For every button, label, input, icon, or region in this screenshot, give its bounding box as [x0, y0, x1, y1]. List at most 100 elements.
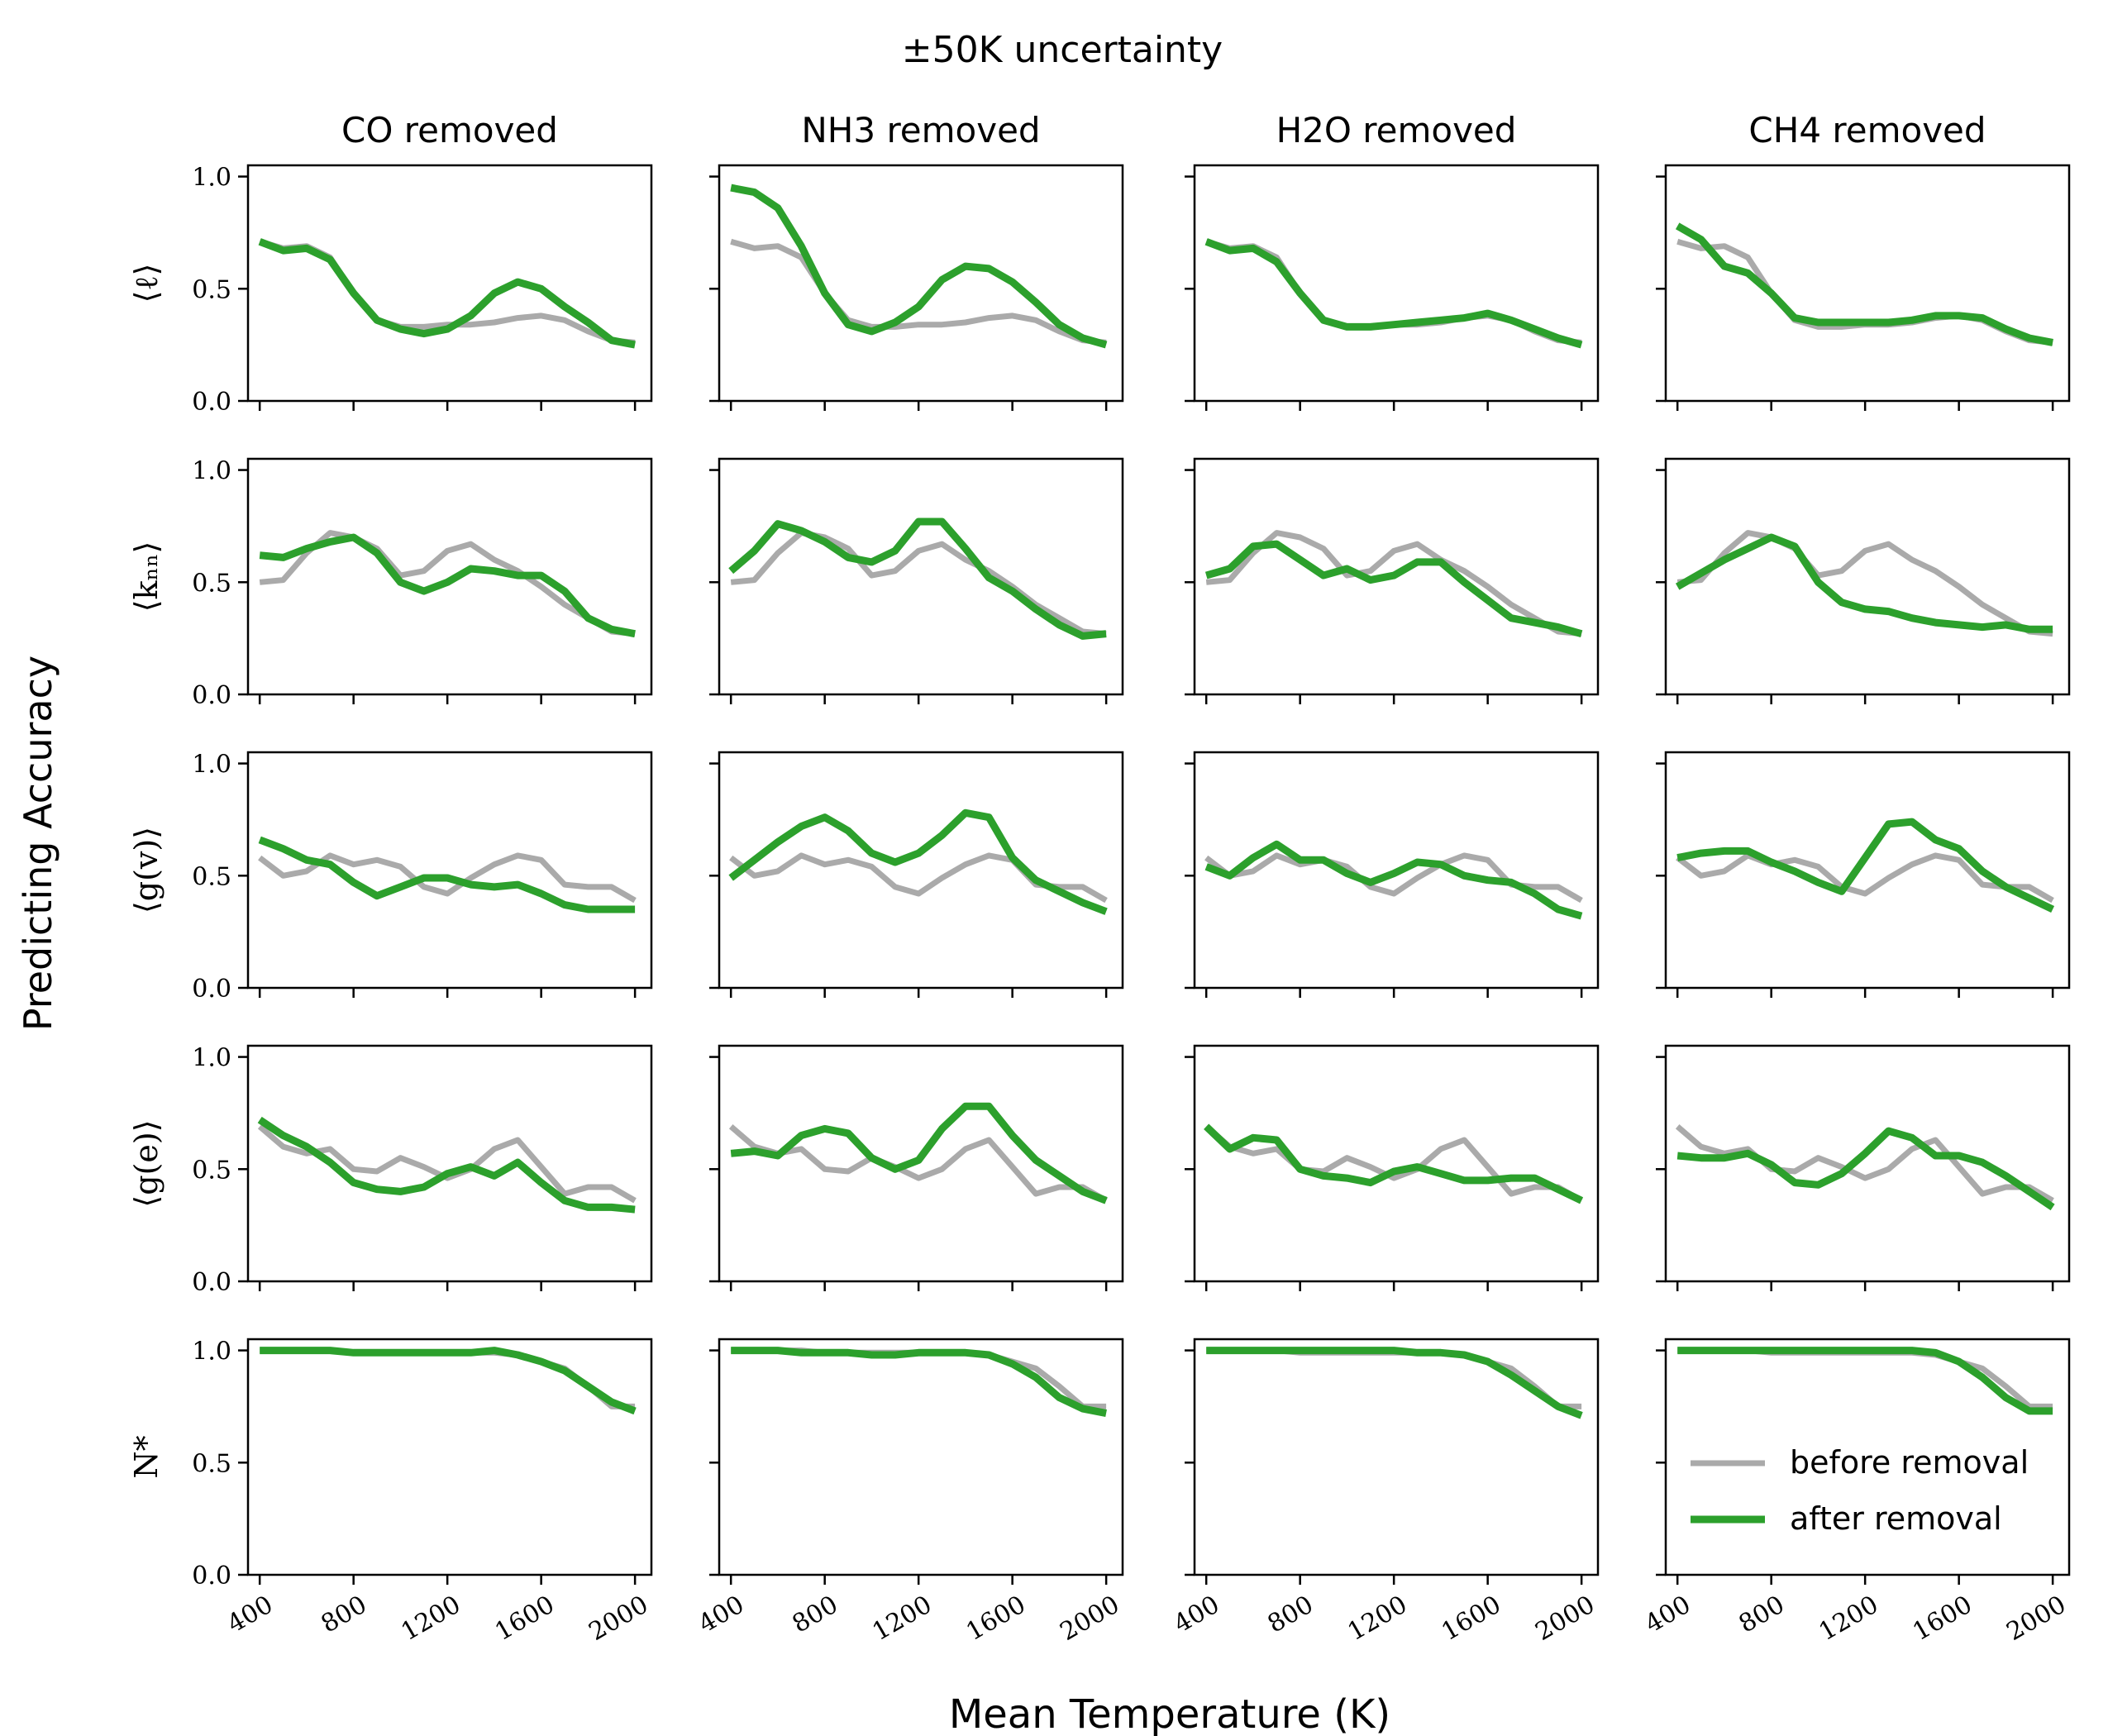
series-line-before-removal [730, 238, 1107, 346]
panel-frame [246, 164, 653, 403]
panel [1185, 751, 1600, 998]
series-line-after-removal [258, 238, 636, 349]
series-line-before-removal [1204, 1124, 1583, 1204]
x-tick-label: 1600 [1437, 1591, 1506, 1647]
y-tick-label: 0.5 [192, 275, 231, 304]
y-tick-label: 0.0 [192, 975, 231, 1004]
panel: 0.0 0.5 1.0 ⟨g(v)⟩ [128, 751, 653, 1004]
series-line-before-removal [728, 1124, 1108, 1204]
panel-frame [1664, 457, 2071, 696]
panel: NH3 removed [709, 110, 1124, 411]
panel: 400 800 1200 1600 2000 [694, 1338, 1124, 1647]
panel-frame [246, 1338, 653, 1576]
x-tick-label: 2000 [2002, 1591, 2072, 1647]
figure-suptitle: ±50K uncertainty [902, 29, 1223, 71]
panel-frame [1193, 457, 1600, 696]
x-tick-label: 800 [788, 1591, 843, 1639]
y-tick-label: 0.0 [192, 1562, 231, 1591]
y-tick-label: 1.0 [192, 164, 231, 193]
panel [1656, 457, 2071, 704]
panel [709, 1044, 1124, 1291]
series-line-after-removal [728, 808, 1108, 915]
panel-frame [1664, 751, 2071, 990]
y-tick-label: 0.5 [192, 569, 231, 598]
panel-frame [246, 1044, 653, 1283]
y-tick-label: 0.0 [192, 681, 231, 710]
series-line-after-removal [260, 1347, 637, 1415]
y-tick-label: 0.5 [192, 1156, 231, 1185]
series-line-after-removal [1204, 540, 1583, 638]
panel-frame [718, 457, 1124, 696]
series-line-after-removal [731, 1347, 1107, 1418]
panel-frame [718, 1338, 1124, 1576]
column-title: CO removed [341, 110, 558, 150]
figure-xlabel: Mean Temperature (K) [949, 1691, 1390, 1736]
x-tick-label: 1200 [397, 1591, 466, 1647]
series-line-after-removal [728, 517, 1107, 640]
y-tick-label: 1.0 [192, 751, 231, 780]
series-line-before-removal [257, 1124, 637, 1204]
row-label: ⟨ℓ⟩ [128, 264, 165, 303]
series-line-before-removal [730, 530, 1107, 637]
series-line-after-removal [1676, 818, 2055, 913]
panel [1185, 457, 1600, 704]
y-tick-label: 0.0 [192, 1268, 231, 1297]
figure-ylabel: Predicting Accuracy [16, 656, 60, 1031]
column-title: H2O removed [1276, 110, 1517, 150]
row-label: ⟨g(e)⟩ [128, 1119, 165, 1207]
panel [1185, 1044, 1600, 1291]
panel-frame [1193, 164, 1600, 403]
series-line-before-removal [731, 1347, 1107, 1409]
series-line-before-removal [729, 852, 1108, 904]
series-line-after-removal [1206, 1347, 1583, 1419]
panel: 0.0 0.5 1.0 ⟨g(e)⟩ [128, 1044, 653, 1297]
series-line-before-removal [1676, 530, 2053, 637]
x-tick-label: 1600 [961, 1591, 1031, 1647]
series-line-after-removal [1204, 1123, 1584, 1204]
panel-grid: 0.0 0.5 1.0 CO removed ⟨ℓ⟩ NH3 removed H2O rem… [128, 110, 2071, 1647]
x-tick-label: 1200 [1815, 1591, 1884, 1647]
series-line-after-removal [258, 836, 636, 913]
series-line-before-removal [1675, 1124, 2054, 1204]
legend-label-after-removal: after removal [1790, 1500, 2002, 1537]
row-label: ⟨g(v)⟩ [128, 827, 165, 913]
panel-frame [1664, 1044, 2071, 1283]
x-tick-label: 400 [694, 1591, 749, 1639]
panel-frame [718, 164, 1124, 403]
series-line-after-removal [730, 184, 1108, 349]
x-tick-label: 2000 [1531, 1591, 1600, 1647]
x-tick-label: 800 [1734, 1591, 1790, 1639]
y-tick-label: 0.5 [192, 862, 231, 891]
y-tick-label: 1.0 [192, 457, 231, 486]
panel: 0.0 0.5 1.0 CO removed ⟨ℓ⟩ [128, 110, 653, 417]
panel: H2O removed [1185, 110, 1600, 411]
series-line-before-removal [1204, 852, 1583, 904]
panel [709, 457, 1124, 704]
x-tick-label: 1200 [868, 1591, 937, 1647]
row-label: N* [128, 1435, 165, 1478]
series-line-after-removal [1677, 1347, 2053, 1415]
series-line-after-removal [259, 533, 636, 638]
panel: 0.0 0.5 1.0 400 800 1200 1600 2000 N* [128, 1338, 653, 1648]
series-line-before-removal [1677, 1347, 2053, 1409]
panel-frame [718, 1044, 1124, 1283]
x-tick-label: 1600 [490, 1591, 560, 1647]
x-tick-label: 400 [1640, 1591, 1695, 1639]
panel: 0.0 0.5 1.0 ⟨kₙₙ⟩ [128, 457, 653, 710]
panel-frame [1193, 751, 1600, 990]
series-line-before-removal [1676, 852, 2054, 904]
series-line-before-removal [1206, 1347, 1582, 1409]
y-tick-label: 1.0 [192, 1044, 231, 1073]
y-tick-label: 0.0 [192, 388, 231, 417]
x-tick-label: 400 [1169, 1591, 1224, 1639]
series-line-before-removal [259, 530, 636, 637]
series-line-after-removal [1204, 238, 1583, 349]
x-tick-label: 1600 [1908, 1591, 1977, 1647]
x-tick-label: 1200 [1343, 1591, 1413, 1647]
y-tick-label: 0.5 [192, 1449, 231, 1478]
panel [1656, 1044, 2071, 1291]
panel-frame [246, 751, 653, 990]
panel [1656, 751, 2071, 998]
panel-frame [246, 457, 653, 696]
